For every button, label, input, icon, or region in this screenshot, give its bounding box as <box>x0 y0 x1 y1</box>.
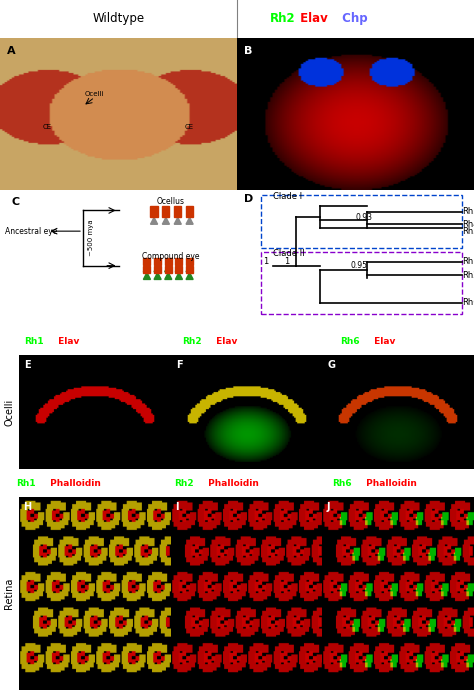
Text: Ocelli: Ocelli <box>4 399 15 426</box>
Text: B: B <box>244 46 253 55</box>
Text: Elav: Elav <box>212 337 237 346</box>
Text: Rh1: Rh1 <box>24 337 43 346</box>
Text: Retina: Retina <box>4 578 15 609</box>
Text: 0.93: 0.93 <box>356 213 373 222</box>
Text: Elav: Elav <box>296 12 328 26</box>
Text: Rh2: Rh2 <box>174 478 193 488</box>
Polygon shape <box>151 217 157 224</box>
Text: Ocellus: Ocellus <box>156 197 185 206</box>
Text: C: C <box>12 197 20 206</box>
Text: CE: CE <box>43 124 52 130</box>
Polygon shape <box>174 217 182 224</box>
Bar <box>186 266 193 273</box>
Text: Rh2: Rh2 <box>270 12 296 26</box>
Text: E: E <box>24 360 31 371</box>
Text: Rh4: Rh4 <box>462 219 474 229</box>
Polygon shape <box>162 217 170 224</box>
Text: F: F <box>176 360 182 371</box>
Text: Wildtype: Wildtype <box>92 12 145 26</box>
Text: Clade I: Clade I <box>273 193 301 201</box>
Text: Rh2: Rh2 <box>182 337 201 346</box>
Text: Rh1: Rh1 <box>16 478 36 488</box>
Text: H: H <box>23 502 31 513</box>
Text: Ancestral eye: Ancestral eye <box>5 226 57 236</box>
Text: J: J <box>327 502 330 513</box>
Text: 1: 1 <box>284 257 290 266</box>
Text: Ocelli: Ocelli <box>85 90 105 97</box>
Bar <box>162 206 169 217</box>
Bar <box>261 195 462 248</box>
Polygon shape <box>186 273 193 279</box>
Bar <box>143 266 151 273</box>
Text: Rh6: Rh6 <box>462 298 474 308</box>
Polygon shape <box>186 265 193 272</box>
Text: Phalloidin: Phalloidin <box>205 478 258 488</box>
Bar <box>186 206 193 217</box>
Polygon shape <box>143 265 151 272</box>
Polygon shape <box>175 265 182 272</box>
Text: Clade II: Clade II <box>273 249 304 258</box>
Text: A: A <box>7 46 16 55</box>
Bar <box>175 266 182 273</box>
Polygon shape <box>165 265 172 272</box>
Text: Chp: Chp <box>338 12 368 26</box>
Text: Rh3: Rh3 <box>462 207 474 217</box>
Text: Elav: Elav <box>371 337 395 346</box>
Text: Compound eye: Compound eye <box>142 252 200 261</box>
Bar <box>165 258 172 265</box>
Text: Rh2: Rh2 <box>462 270 474 280</box>
Polygon shape <box>154 273 161 279</box>
Bar <box>154 266 161 273</box>
Text: Phalloidin: Phalloidin <box>363 478 417 488</box>
Text: G: G <box>328 360 336 371</box>
Polygon shape <box>186 217 193 224</box>
Bar <box>186 258 193 265</box>
Text: D: D <box>244 194 254 204</box>
Text: ~500 mya: ~500 mya <box>88 219 94 257</box>
Text: Phalloidin: Phalloidin <box>46 478 100 488</box>
Bar <box>174 206 181 217</box>
Text: 1: 1 <box>263 257 268 266</box>
Bar <box>165 266 172 273</box>
Bar <box>151 206 157 217</box>
Text: I: I <box>175 502 179 513</box>
Bar <box>154 258 161 265</box>
Bar <box>261 252 462 314</box>
Text: Rh5: Rh5 <box>462 226 474 236</box>
Polygon shape <box>175 273 182 279</box>
Polygon shape <box>165 273 172 279</box>
Polygon shape <box>154 265 161 272</box>
Text: Rh6: Rh6 <box>332 478 351 488</box>
Text: Elav: Elav <box>55 337 79 346</box>
Text: CE: CE <box>185 124 194 130</box>
Bar <box>175 258 182 265</box>
Text: 0.95: 0.95 <box>351 261 368 270</box>
Text: Rh1: Rh1 <box>462 257 474 266</box>
Text: Rh6: Rh6 <box>340 337 359 346</box>
Bar <box>143 258 151 265</box>
Polygon shape <box>143 273 151 279</box>
